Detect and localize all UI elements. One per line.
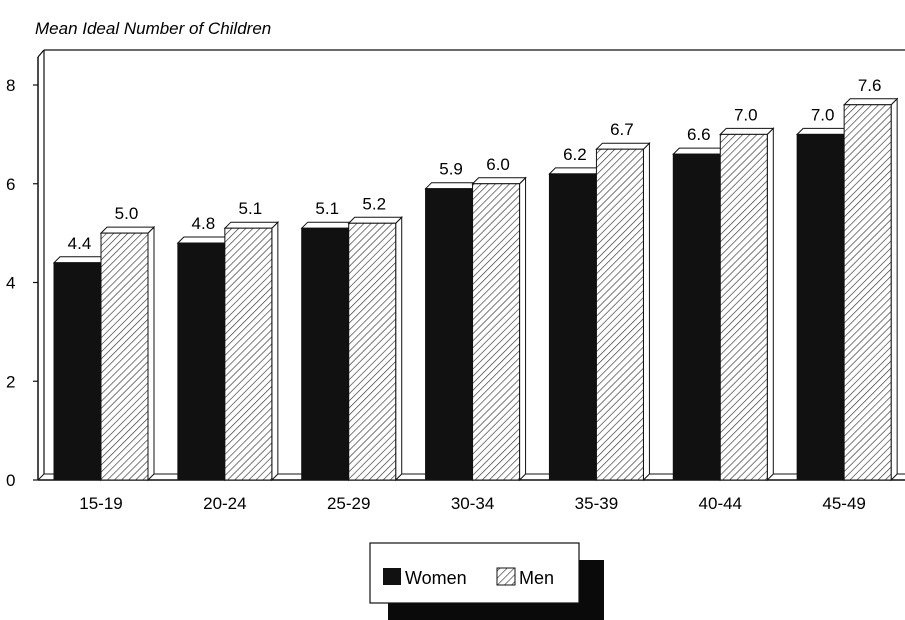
- legend-swatch-women: [383, 568, 401, 585]
- bar-men: [224, 227, 273, 481]
- y-axis-ticks: 0 2 4 6 8: [6, 76, 38, 490]
- data-label-women: 5.9: [439, 160, 463, 179]
- bar-top-women: [424, 182, 480, 190]
- bar-women: [796, 133, 845, 481]
- bar-top-women: [52, 256, 109, 264]
- bar-top-men: [223, 221, 280, 229]
- bar-top-men: [471, 177, 527, 185]
- bar-top-women: [176, 236, 233, 244]
- bar-men: [843, 104, 892, 481]
- bar-women: [177, 242, 226, 481]
- x-tick-label: 15-19: [79, 494, 122, 513]
- data-label-men: 7.0: [734, 105, 758, 124]
- bar-women: [301, 227, 350, 481]
- x-axis-tick-labels: 15-19 20-24 25-29 30-34 35-39 40-44 45-49: [79, 494, 866, 513]
- bars: 4.4 5.0 4.8 5.1 5.1 5.2 5.9 6.0 6.2 6.7 6.6 7.0 7.0 7…: [52, 76, 899, 482]
- bar-side-men: [271, 220, 279, 482]
- bar-men: [100, 232, 149, 481]
- data-label-women: 7.0: [811, 105, 835, 124]
- y-tick-label: 6: [6, 175, 15, 194]
- data-label-women: 6.6: [687, 125, 711, 144]
- bar-men: [472, 183, 521, 481]
- y-axis-title: Mean Ideal Number of Children: [35, 19, 271, 38]
- data-label-women: 6.2: [563, 145, 587, 164]
- y-tick-label: 8: [6, 76, 15, 95]
- bar-women: [425, 188, 474, 481]
- data-label-men: 5.0: [115, 204, 139, 223]
- bar-side-men: [890, 97, 898, 482]
- bar-side-men: [395, 216, 403, 482]
- bar-top-men: [99, 226, 156, 234]
- bar-women: [672, 153, 721, 481]
- bar-men: [595, 148, 644, 481]
- data-label-women: 4.4: [68, 234, 92, 253]
- legend-label-men: Men: [519, 568, 554, 588]
- bar-men: [719, 133, 768, 481]
- y-tick-label: 2: [6, 372, 15, 391]
- x-tick-label: 40-44: [699, 494, 742, 513]
- y-tick-label: 0: [6, 471, 15, 490]
- bar-top-men: [347, 216, 403, 224]
- data-label-men: 5.1: [239, 199, 263, 218]
- data-label-men: 6.0: [486, 155, 510, 174]
- legend-swatch-men: [496, 567, 516, 586]
- bar-top-women: [548, 167, 604, 175]
- bar-men: [348, 222, 397, 481]
- bar-side-men: [519, 176, 527, 482]
- bar-top-men: [842, 98, 899, 106]
- legend-box: [369, 542, 580, 604]
- data-label-men: 5.2: [362, 194, 386, 213]
- legend-label-women: Women: [405, 568, 467, 588]
- data-label-men: 6.7: [610, 120, 634, 139]
- x-tick-label: 45-49: [822, 494, 865, 513]
- bar-top-men: [595, 142, 651, 150]
- bar-women: [548, 173, 597, 481]
- bar-side-men: [766, 127, 774, 482]
- bar-top-women: [672, 147, 728, 155]
- bar-side-men: [642, 141, 650, 482]
- bar-top-men: [719, 127, 775, 135]
- x-tick-label: 35-39: [575, 494, 618, 513]
- x-tick-label: 20-24: [203, 494, 246, 513]
- data-label-men: 7.6: [858, 76, 882, 95]
- data-label-women: 5.1: [315, 199, 339, 218]
- bar-side-men: [147, 225, 155, 482]
- x-tick-label: 25-29: [327, 494, 370, 513]
- legend: Women Men: [369, 542, 604, 620]
- bar-top-women: [300, 221, 356, 229]
- bar-women: [53, 262, 102, 481]
- data-label-women: 4.8: [192, 214, 216, 233]
- x-tick-label: 30-34: [451, 494, 494, 513]
- bar-top-women: [795, 127, 852, 135]
- y-tick-label: 4: [6, 274, 15, 293]
